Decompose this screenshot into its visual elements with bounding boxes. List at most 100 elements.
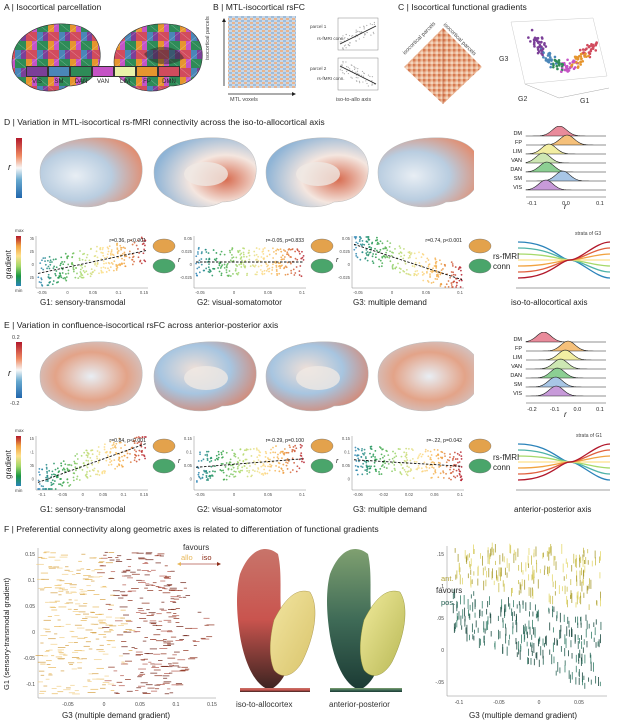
scatter-point: [271, 266, 274, 269]
gradient-point: [584, 48, 587, 52]
scatter-point: [290, 272, 293, 274]
scatter-point: [383, 466, 386, 469]
scatter-point: [353, 248, 356, 251]
ridge-density-vis: [525, 179, 606, 191]
scatter-point: [97, 470, 99, 472]
mini-scatter-point: [371, 76, 374, 78]
scatter-point: [84, 265, 86, 268]
scatter-point: [133, 449, 136, 451]
scatter-point: [131, 263, 134, 266]
scatter-point: [52, 258, 55, 261]
ridge-label: DM: [513, 131, 522, 137]
scatter-point: [228, 249, 231, 252]
mini-scatter-point: [341, 69, 343, 72]
d-xlab-2: G2: visual-somatomotor: [197, 298, 282, 307]
scatter-r-label: r: [178, 257, 181, 264]
scatter-point: [399, 271, 401, 274]
network-swatch: [114, 66, 136, 77]
scatter-y-tick: 0.05: [184, 463, 193, 468]
scatter-point: [272, 247, 274, 250]
scatter-point: [287, 253, 289, 256]
scatter-point: [198, 259, 201, 262]
scatter-point: [229, 461, 232, 464]
correlation-annotation: r=0.36, p<0.001: [109, 238, 146, 244]
scatter-point: [398, 267, 401, 270]
scatter-point: [301, 444, 303, 447]
scatter-point: [109, 252, 112, 255]
scatter-point: [397, 448, 400, 450]
scatter-point: [102, 254, 105, 257]
mini-scatter-point: [362, 81, 364, 83]
scatter-y-tick: 0: [348, 262, 351, 267]
network-label: SM: [54, 79, 64, 85]
scatter-y-tick: 0.05: [342, 236, 351, 241]
d-gradient-colorbar: max min gradient: [2, 228, 28, 294]
scatter-point: [210, 456, 213, 459]
scatter-point: [373, 461, 376, 464]
scatter-point: [121, 263, 124, 265]
scatter-point: [377, 242, 380, 245]
scatter-point: [144, 446, 147, 449]
gradient-point: [547, 60, 551, 64]
scatter-point: [141, 453, 143, 456]
mini-scatter-point: [339, 41, 341, 43]
scatter-point: [289, 446, 291, 449]
scatter-point: [442, 471, 445, 474]
scatter-point: [415, 257, 418, 260]
scatter-point: [218, 264, 221, 267]
scatter-point: [256, 271, 258, 274]
scatter-point: [197, 473, 200, 476]
scatter-point: [38, 468, 41, 470]
scatter-point: [267, 249, 270, 252]
scatter-point: [66, 467, 69, 470]
scatter-point: [214, 470, 216, 473]
b-y-axis-label: isocortical parcels: [205, 16, 211, 60]
correlation-annotation: r=-0.29, p=0.100: [266, 438, 304, 444]
scatter-point: [411, 457, 414, 460]
scatter-point: [60, 462, 63, 465]
scatter-point: [102, 271, 104, 274]
scatter-point: [85, 256, 88, 259]
scatter-point: [354, 454, 357, 457]
network-label: VAN: [97, 79, 109, 85]
scatter-point: [384, 256, 387, 259]
scatter-point: [266, 265, 268, 268]
scatter-point: [61, 484, 64, 487]
scatter-point: [361, 243, 364, 246]
scatter-point: [261, 272, 263, 275]
scatter-point: [422, 279, 425, 282]
scatter-point: [116, 244, 118, 247]
scatter-point: [291, 450, 294, 453]
scatter-point: [62, 460, 65, 462]
scatter-point: [276, 272, 278, 275]
scatter-point: [455, 281, 458, 284]
scatter-point: [389, 250, 391, 253]
scatter-point: [45, 480, 47, 482]
ridge-density-dm: [525, 332, 606, 343]
mini-scatter-point: [356, 72, 358, 75]
scatter-point: [459, 451, 462, 454]
scatter-point: [234, 453, 237, 456]
scatter-point: [50, 261, 53, 263]
f-left-y-tick: 0.15: [25, 552, 35, 558]
scatter-point: [445, 472, 447, 475]
scatter-r-label: r: [178, 458, 181, 465]
scatter-point: [394, 469, 396, 471]
scatter-point: [93, 269, 96, 272]
scatter-point: [442, 477, 445, 479]
scatter-point: [81, 258, 84, 261]
scatter-point: [49, 263, 52, 266]
ridge-density-lim: [526, 349, 606, 361]
scatter-point: [217, 456, 220, 459]
scatter-point: [391, 470, 393, 473]
scatter-point: [400, 255, 402, 258]
scatter-point: [96, 455, 98, 458]
mini-scatter-point: [355, 67, 357, 69]
scatter-point: [133, 260, 135, 263]
scatter-point: [451, 286, 454, 288]
scatter-point: [45, 467, 48, 470]
scatter-point: [231, 464, 234, 467]
scatter-point: [379, 240, 382, 243]
scatter-point: [98, 474, 101, 476]
scatter-point: [109, 254, 112, 256]
